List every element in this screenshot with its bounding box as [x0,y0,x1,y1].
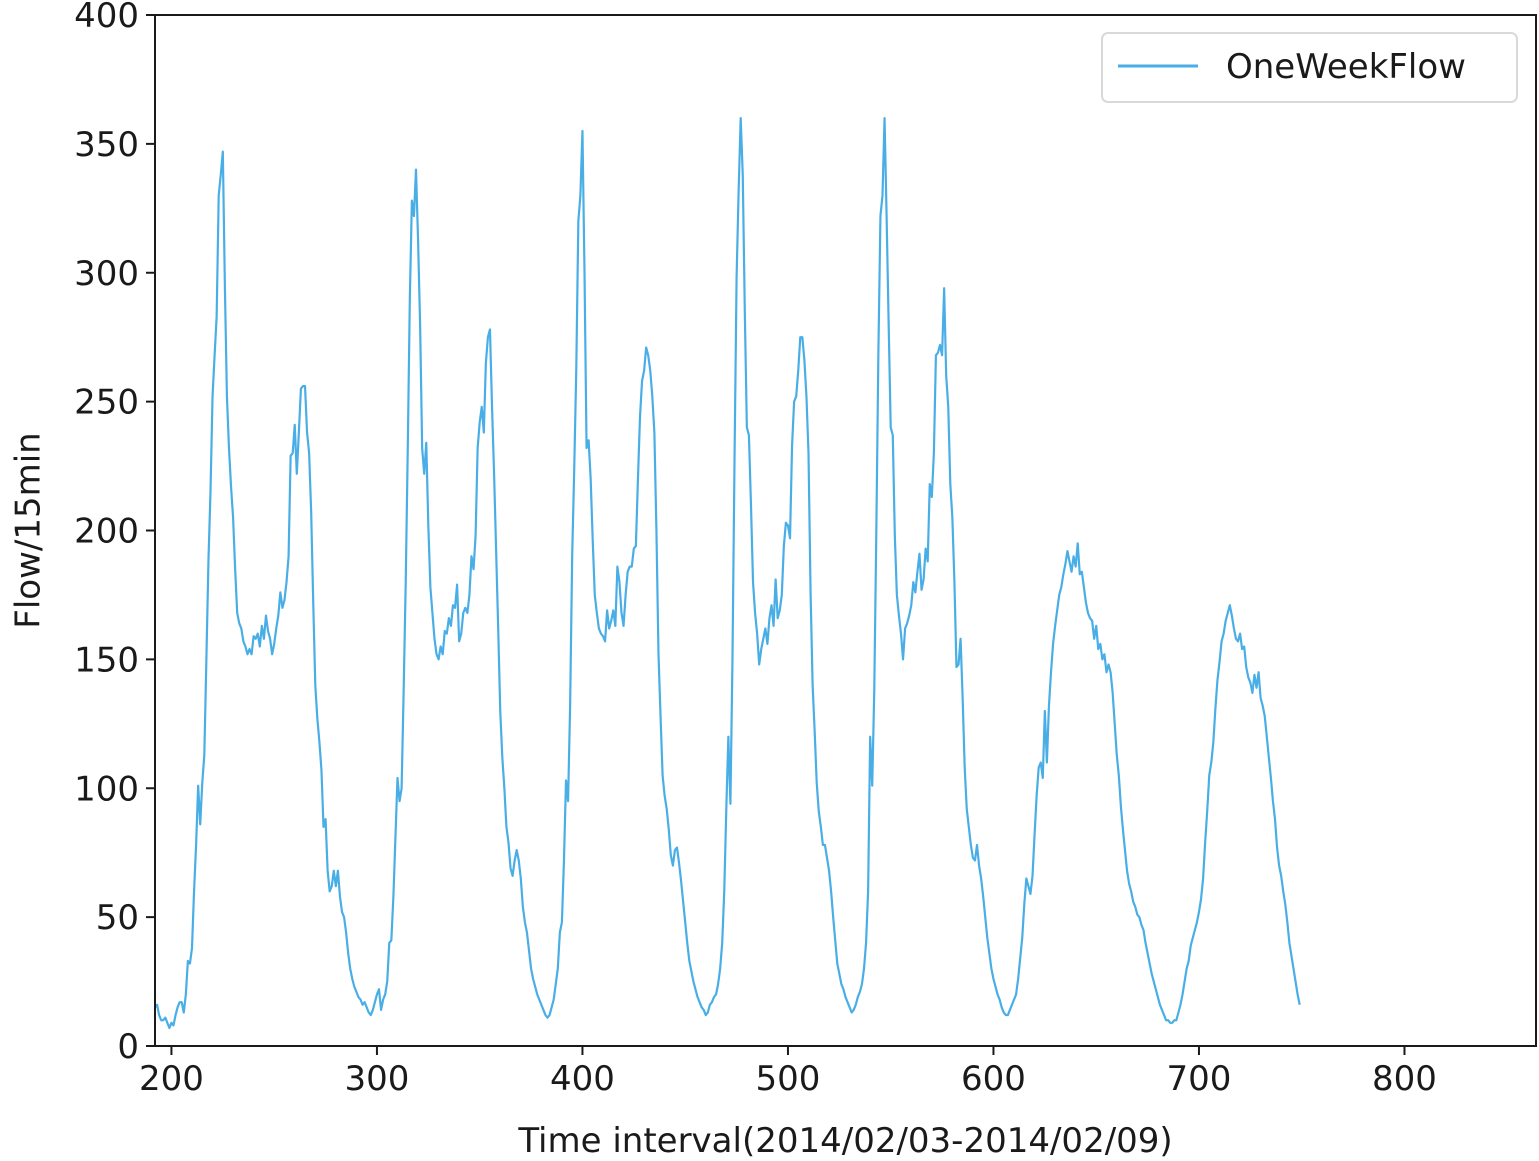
y-axis: 0 50 100 150 200 250 300 350 400 [74,0,155,1067]
x-tick-label: 400 [550,1059,615,1099]
x-tick-label: 800 [1372,1059,1437,1099]
y-tick-label: 300 [74,254,139,294]
series-line-oneweekflow [155,116,1301,1030]
x-tick-label: 500 [756,1059,821,1099]
y-tick-label: 150 [74,640,139,680]
legend-box [1101,32,1518,103]
y-tick-label: 200 [74,512,139,552]
legend-label-oneweekflow: OneWeekFlow [1226,47,1466,87]
legend: OneWeekFlow [1101,32,1518,103]
y-axis-label: Flow/15min [9,432,49,628]
x-axis-label: Time interval(2014/02/03-2014/02/09) [517,1121,1172,1161]
y-tick-label: 400 [74,0,139,36]
y-tick-label: 250 [74,383,139,423]
y-tick-label: 0 [117,1027,139,1067]
plot-area [155,116,1301,1030]
y-tick-label: 350 [74,125,139,165]
x-axis: 200 300 400 500 600 700 800 [139,1046,1437,1099]
axes-frame [154,14,1537,1047]
y-tick-label: 100 [74,769,139,809]
x-tick-label: 300 [344,1059,409,1099]
y-tick-label: 50 [96,898,139,938]
x-tick-label: 600 [961,1059,1026,1099]
x-tick-label: 700 [1167,1059,1232,1099]
x-tick-label: 200 [139,1059,204,1099]
